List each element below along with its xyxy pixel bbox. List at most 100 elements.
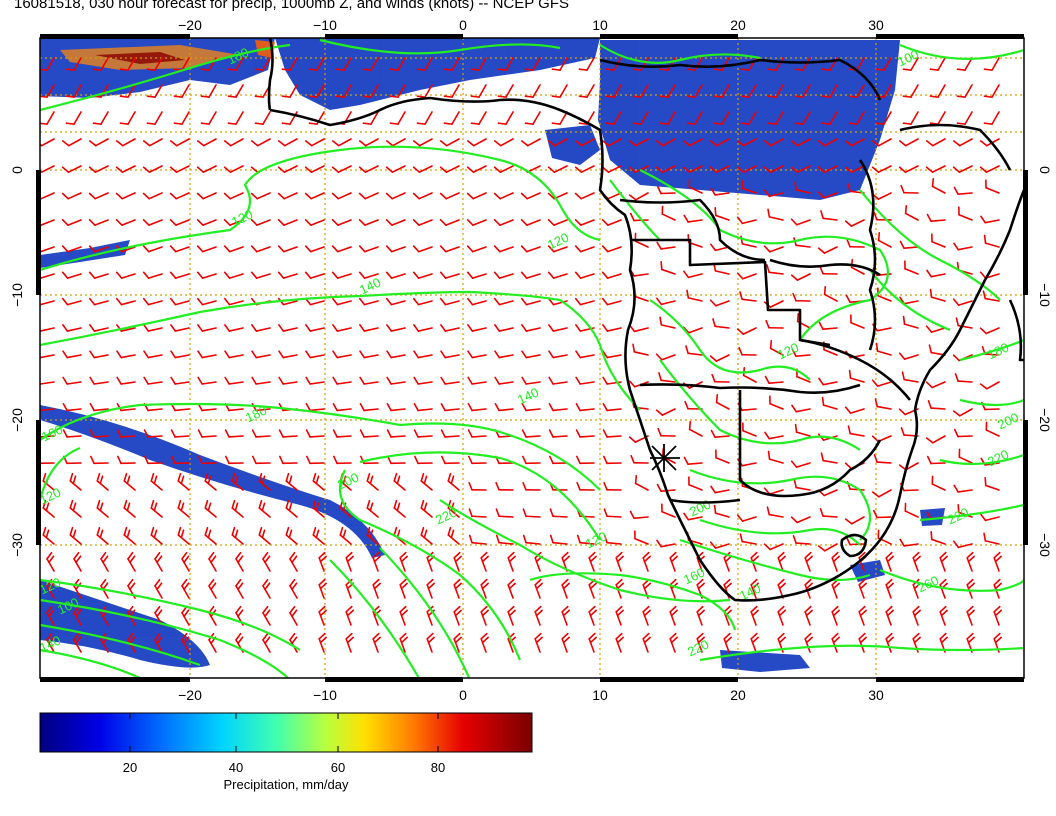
wind-barb [453, 632, 462, 653]
wind-barb [127, 632, 136, 653]
wind-barb [953, 540, 973, 549]
wind-barb [441, 455, 460, 465]
wind-barb [123, 499, 136, 518]
wind-barb [574, 297, 595, 306]
wind-barb [154, 578, 163, 599]
wind-barb [115, 192, 136, 200]
wind-barb [521, 429, 541, 438]
colorbar-tick-label: 60 [330, 760, 346, 775]
wind-barb [197, 429, 217, 438]
wind-barb [416, 57, 433, 71]
wind-barb [312, 499, 325, 518]
contour-line [40, 598, 290, 678]
wind-barb [767, 84, 784, 98]
wind-barb [885, 578, 894, 599]
wind-barb [661, 503, 676, 518]
wind-barb [493, 245, 514, 253]
contour-line [319, 38, 561, 55]
contour-line [329, 559, 421, 678]
wind-barb [898, 462, 919, 471]
wind-barb [605, 111, 622, 125]
wind-barb [331, 271, 352, 279]
wind-barb [412, 192, 433, 200]
wind-barb [119, 57, 136, 71]
wind-barb [339, 526, 352, 545]
wind-barb [912, 605, 921, 626]
wind-barb [902, 84, 919, 98]
wind-barb [983, 532, 1000, 545]
wind-barb [466, 165, 487, 173]
wind-barb [605, 84, 622, 98]
wind-barb [547, 165, 568, 173]
wind-barb [574, 192, 595, 200]
wind-barb [223, 271, 244, 279]
wind-barb [305, 429, 325, 438]
wind-barb [877, 232, 892, 248]
wind-barb [345, 551, 354, 572]
wind-barb [696, 605, 705, 626]
wind-barb [764, 189, 784, 198]
latitude-labels-right: 0 −10 −20 −30 [1037, 166, 1053, 557]
wind-barb [359, 402, 379, 412]
wind-barb [143, 429, 163, 438]
wind-barb [40, 271, 55, 279]
wind-barb [277, 271, 298, 279]
wind-barb [885, 551, 894, 572]
wind-barb [764, 431, 784, 440]
wind-barb [308, 84, 325, 98]
wind-barb [416, 111, 433, 125]
wind-barb [467, 324, 487, 332]
wind-barb [197, 376, 217, 385]
axis-tick-label: −10 [1037, 283, 1053, 307]
wind-barb [659, 111, 676, 125]
wind-barb [389, 84, 406, 98]
axis-tick-bars [36, 34, 1028, 682]
wind-barb [223, 138, 244, 147]
wind-barb [956, 84, 973, 98]
wind-barb [819, 265, 838, 275]
wind-barb [576, 534, 595, 545]
wind-barb [952, 165, 973, 173]
wind-barb [736, 272, 757, 280]
wind-barb [119, 84, 136, 98]
wind-barb [688, 178, 703, 194]
wind-barb [711, 373, 730, 383]
wind-barb [831, 605, 840, 626]
wind-barb [96, 526, 109, 545]
precip-area-central-africa [598, 40, 900, 200]
wind-barb [982, 290, 1000, 302]
wind-barb [262, 578, 271, 599]
wind-barb [549, 534, 568, 545]
map-frame [39, 37, 1025, 679]
wind-barb [386, 429, 406, 438]
wind-barb [588, 551, 597, 572]
wind-barb [736, 327, 757, 335]
wind-barb [688, 421, 703, 437]
wind-barb [821, 396, 838, 410]
wind-barb [656, 483, 676, 493]
wind-barb [372, 578, 381, 599]
wind-barb [281, 84, 298, 98]
wind-barb [548, 350, 568, 359]
wind-barb [885, 632, 894, 653]
wind-barb [466, 245, 487, 253]
wind-barb [602, 429, 622, 438]
wind-barb [385, 192, 406, 200]
wind-barb [331, 138, 352, 147]
wind-barb [817, 191, 838, 199]
wind-barb [181, 632, 190, 653]
wind-barb [848, 84, 865, 98]
wind-barb [115, 271, 136, 279]
axis-tick-label: −20 [1037, 408, 1053, 432]
wind-barb [127, 551, 136, 572]
wind-barb [443, 84, 460, 98]
wind-barb [588, 632, 597, 653]
wind-barb [466, 271, 487, 279]
wind-barb [251, 429, 271, 438]
contour-line [359, 451, 601, 541]
wind-barb [763, 165, 784, 173]
wind-barb [848, 111, 865, 125]
contour-line [859, 189, 1001, 301]
wind-barb [252, 455, 271, 465]
wind-barb [154, 632, 163, 653]
